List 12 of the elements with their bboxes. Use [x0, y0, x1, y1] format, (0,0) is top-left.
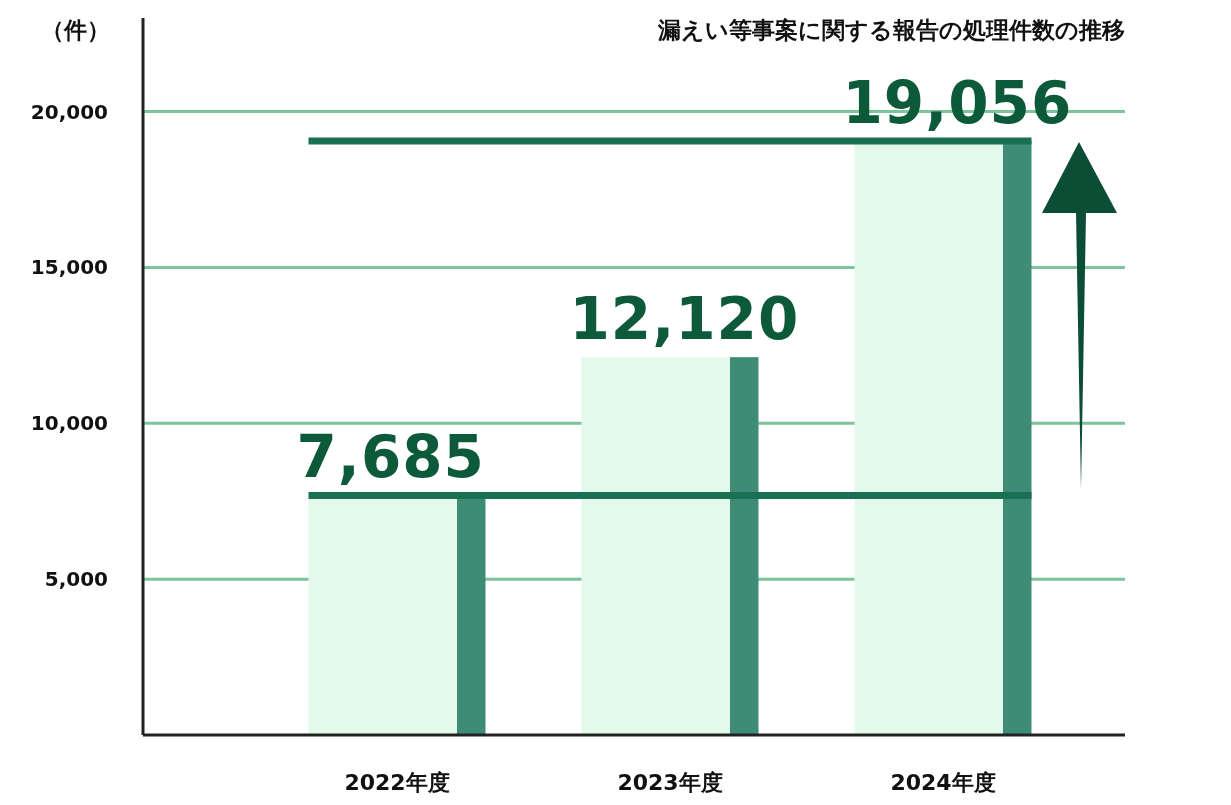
y-tick-label: 15,000 — [30, 255, 108, 280]
x-tick-label: 2023年度 — [617, 770, 723, 795]
y-tick-label: 20,000 — [30, 99, 108, 124]
data-label: 19,056 — [842, 68, 1073, 137]
data-label: 12,120 — [569, 285, 800, 354]
y-tick-label: 5,000 — [44, 567, 108, 592]
data-label: 7,685 — [296, 423, 485, 492]
chart-title: 漏えい等事案に関する報告の処理件数の推移 — [657, 17, 1125, 43]
y-tick-label: 10,000 — [30, 411, 108, 436]
x-tick-label: 2024年度 — [890, 770, 996, 795]
x-tick-label: 2022年度 — [344, 770, 450, 795]
y-axis-title: （件） — [40, 17, 110, 43]
